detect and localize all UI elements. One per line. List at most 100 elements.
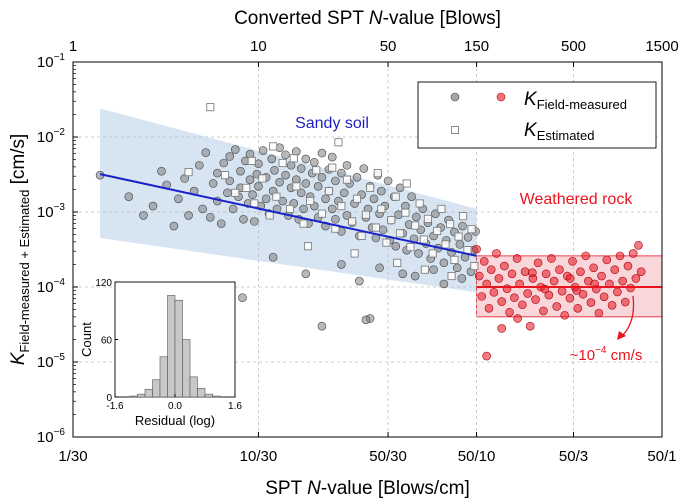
estimated-point xyxy=(242,183,251,192)
field-measured-point xyxy=(169,221,179,231)
estimated-point xyxy=(250,199,259,208)
field-measured-point xyxy=(286,160,296,170)
rock-field-measured-point xyxy=(510,293,519,303)
rock-field-measured-point xyxy=(497,297,507,306)
rock-field-measured-point xyxy=(531,295,540,304)
field-measured-point xyxy=(270,165,279,175)
estimated-point xyxy=(247,156,256,165)
rock-value-arrow xyxy=(621,295,635,337)
y-tick-label: 10−3 xyxy=(37,202,66,221)
rock-field-measured-point xyxy=(513,314,522,323)
field-measured-point xyxy=(301,179,311,188)
field-measured-point xyxy=(174,194,183,204)
field-measured-point xyxy=(228,204,238,214)
histogram-bar xyxy=(212,395,221,398)
rock-value-arrowhead xyxy=(617,331,626,340)
rock-field-measured-point xyxy=(618,276,627,286)
estimated-point xyxy=(184,168,193,177)
inset-y-label: Count xyxy=(79,322,94,357)
estimated-point xyxy=(411,221,420,230)
rock-field-measured-point xyxy=(573,303,583,313)
estimated-point xyxy=(420,265,429,274)
rock-field-measured-point xyxy=(631,274,641,283)
estimated-point xyxy=(357,231,366,240)
field-measured-point xyxy=(395,183,405,193)
axes: 1/30 10/30 50/30 50/10 50/3 50/1 1 10 50 150 500 15… xyxy=(8,8,679,499)
field-measured-point xyxy=(184,211,193,220)
estimated-point xyxy=(450,255,459,264)
rock-field-measured-point xyxy=(523,289,532,298)
field-measured-point xyxy=(457,274,467,283)
estimated-point xyxy=(285,204,295,213)
field-measured-point xyxy=(296,188,306,198)
estimated-point xyxy=(348,217,357,226)
rock-field-measured-point xyxy=(492,249,501,258)
x-axis-label: SPT N-value [Blows/cm] xyxy=(265,478,470,499)
field-measured-point xyxy=(317,148,327,158)
top-tick-label: 10 xyxy=(250,38,267,55)
estimated-point xyxy=(467,225,476,234)
field-measured-point xyxy=(383,176,393,186)
estimated-point xyxy=(342,175,351,184)
estimated-point xyxy=(433,226,442,235)
field-measured-point xyxy=(369,194,379,204)
estimated-point xyxy=(395,229,405,238)
rock-field-measured-point xyxy=(623,261,633,271)
estimated-point xyxy=(437,204,446,213)
estimated-point xyxy=(303,242,313,251)
x-tick-label: 10/30 xyxy=(240,448,278,465)
estimated-point xyxy=(406,243,415,252)
field-measured-point xyxy=(317,321,327,331)
rock-field-measured-point xyxy=(549,276,559,286)
rock-field-measured-point xyxy=(599,292,609,302)
inset-x-tick-label: -1.6 xyxy=(106,401,124,412)
inset-x-tick-label: 0.0 xyxy=(168,401,182,412)
estimated-point xyxy=(317,209,326,218)
field-measured-point xyxy=(331,176,340,186)
estimated-point xyxy=(306,196,315,206)
field-measured-point xyxy=(139,211,148,220)
rock-field-measured-point xyxy=(565,274,575,283)
field-measured-point xyxy=(463,232,473,242)
field-measured-point xyxy=(414,249,423,258)
rock-field-measured-point xyxy=(552,302,562,311)
trend-lines xyxy=(99,173,662,288)
estimated-point xyxy=(220,171,230,180)
rock-field-measured-point xyxy=(594,308,604,318)
estimated-point xyxy=(446,220,455,229)
top-tick-label: 500 xyxy=(561,38,586,55)
rock-field-measured-point xyxy=(486,265,496,275)
estimated-point xyxy=(231,188,240,197)
field-measured-point xyxy=(124,192,134,201)
field-measured-point xyxy=(375,263,384,273)
y-tick-label: 10−6 xyxy=(37,427,66,446)
inset-y-tick-label: 120 xyxy=(95,278,112,289)
rock-field-measured-point xyxy=(489,287,499,297)
histogram-bar xyxy=(204,393,213,398)
estimated-point xyxy=(366,183,375,192)
plot-frame xyxy=(72,61,663,438)
rock-field-measured-point xyxy=(533,258,543,268)
histogram-bar xyxy=(189,376,198,398)
rock-field-measured-point xyxy=(539,306,548,316)
field-measured-point xyxy=(281,150,290,160)
field-measured-point xyxy=(377,186,386,196)
rock-field-measured-point xyxy=(581,251,591,261)
field-measured-point xyxy=(258,146,268,155)
field-measured-point xyxy=(195,160,204,170)
legend-label: KField-measured xyxy=(524,89,627,112)
estimated-point xyxy=(382,238,391,247)
rock-field-measured-point xyxy=(541,269,551,279)
inset-y-tick-label: 60 xyxy=(101,336,113,347)
field-measured-point xyxy=(412,212,421,222)
field-measured-point xyxy=(301,269,311,279)
rock-field-measured-point xyxy=(557,286,567,296)
rock-field-measured-point xyxy=(560,310,569,320)
field-measured-point xyxy=(278,196,287,206)
field-measured-point xyxy=(281,170,290,180)
estimated-point xyxy=(470,262,479,271)
histogram-bar xyxy=(167,295,176,398)
estimated-point xyxy=(415,199,424,208)
rock-field-measured-point xyxy=(518,300,527,310)
